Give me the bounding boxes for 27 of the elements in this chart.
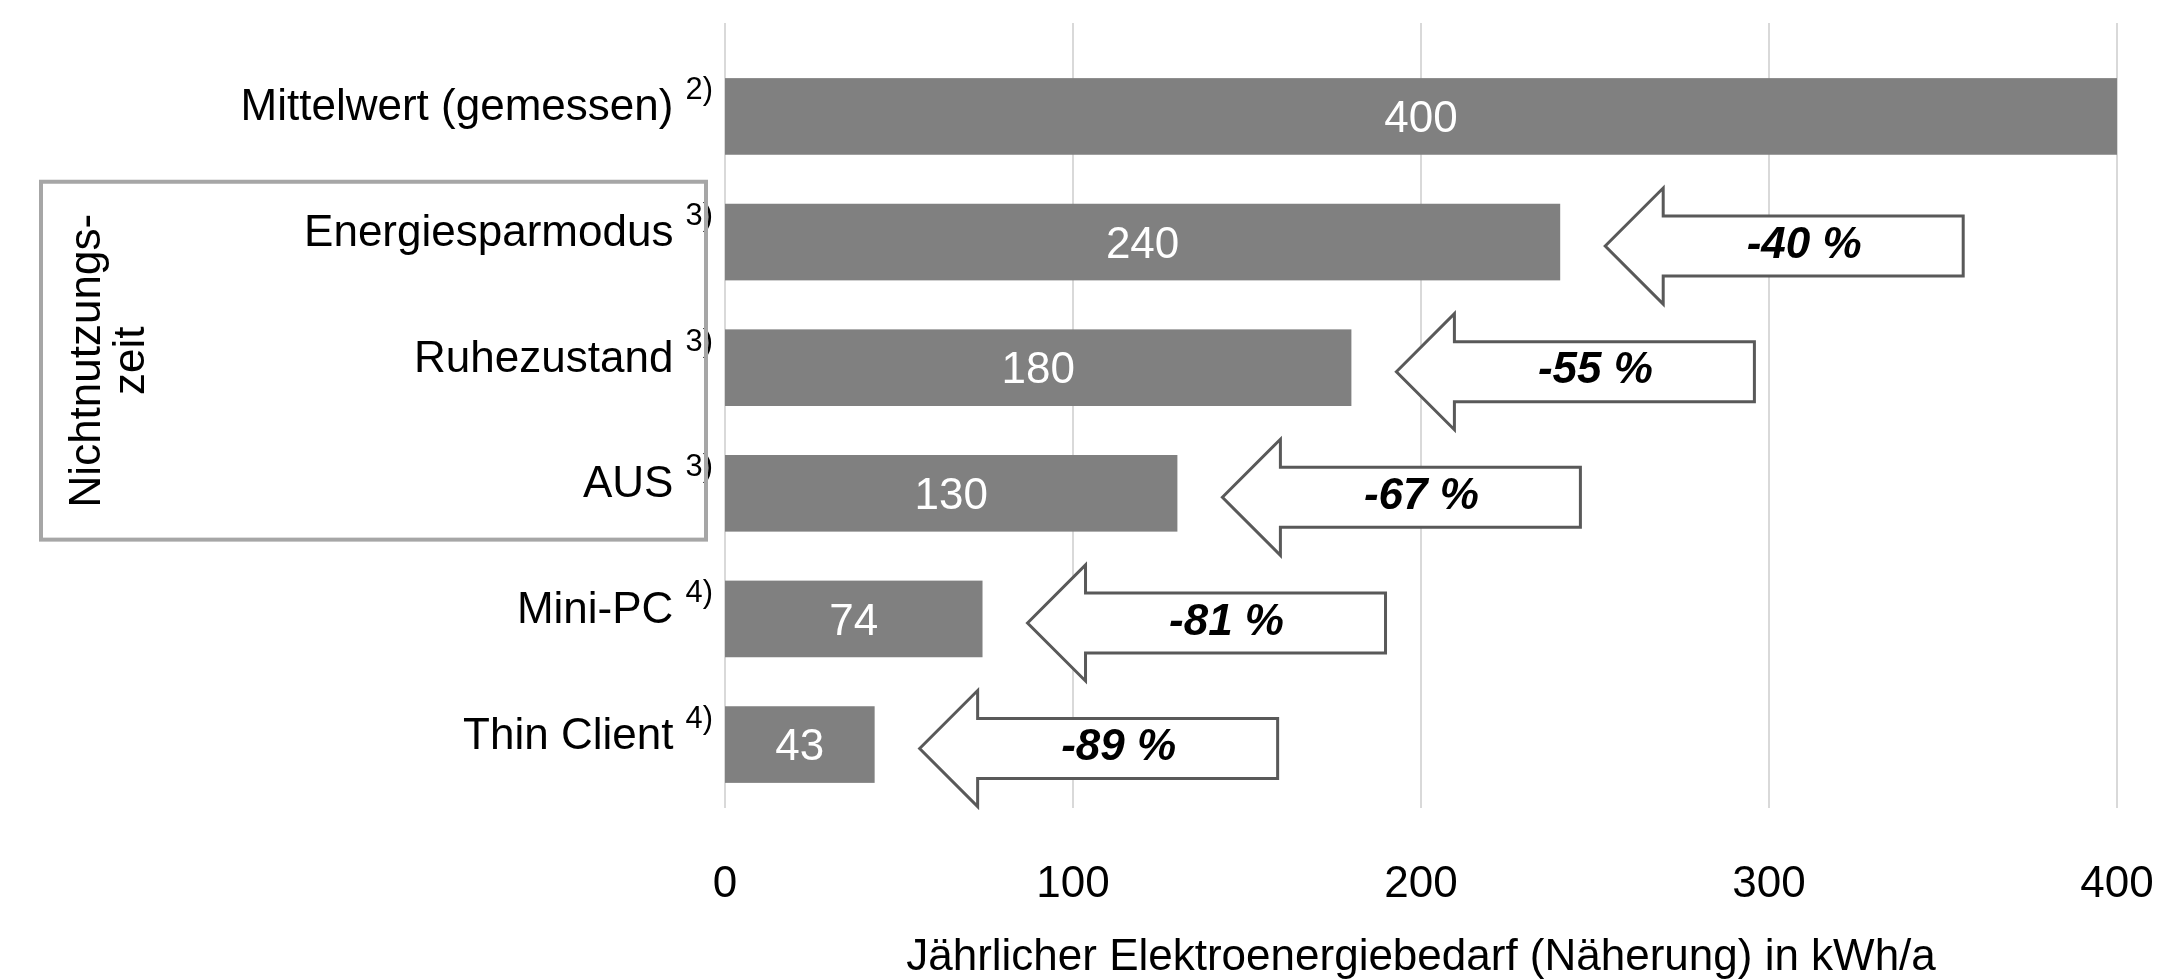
x-tick-label: 0 — [712, 856, 738, 906]
text: Nichtnutzungs-zeit — [59, 213, 153, 508]
annotation: -89 % — [1061, 720, 1177, 770]
x-axis-title: Jährlicher Elektroenergiebedarf (Näherung) in kWh/a — [906, 929, 1937, 979]
x-tick-label: 100 — [1036, 856, 1110, 906]
bar — [725, 203, 1561, 281]
x-tick-label: 200 — [1384, 856, 1458, 906]
data-label: 74 — [829, 594, 879, 644]
data-label: 180 — [1001, 343, 1075, 393]
y-tick-label: Mittelwert (gemessen) $^{2)}$ — [240, 71, 713, 130]
annotation: -67 % — [1363, 468, 1479, 518]
bar — [725, 580, 983, 658]
annotation: -55 % — [1537, 343, 1653, 393]
annotation: -40 % — [1746, 217, 1862, 267]
data-label: 240 — [1105, 217, 1180, 267]
data-label: 130 — [914, 468, 988, 518]
y-tick-label: Thin Client $^{4)}$ — [463, 699, 713, 758]
annotation: -81 % — [1169, 594, 1284, 644]
bar — [725, 706, 875, 783]
bar — [725, 455, 1178, 532]
x-tick-label: 400 — [2080, 856, 2154, 906]
data-label: 43 — [775, 720, 825, 770]
bar — [725, 329, 1352, 406]
y-tick-label: Mini-PC $^{4)}$ — [516, 573, 713, 632]
bar — [725, 78, 2117, 155]
data-label: 400 — [1384, 92, 1458, 142]
x-tick-label: 300 — [1732, 856, 1806, 906]
